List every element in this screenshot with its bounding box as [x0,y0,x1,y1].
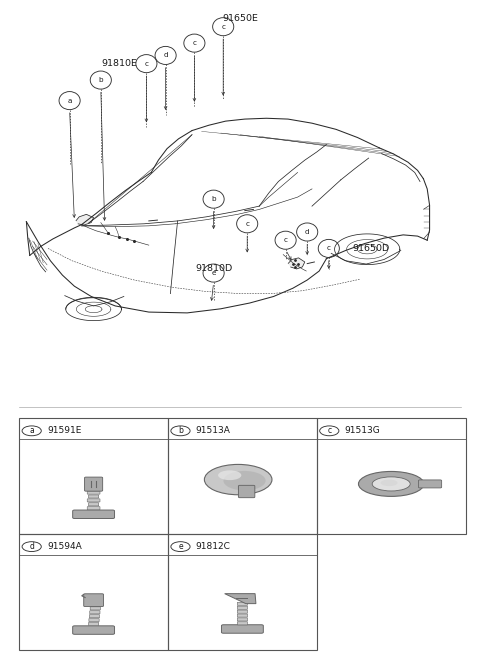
FancyBboxPatch shape [87,491,100,494]
Text: 91810D: 91810D [195,265,232,273]
Ellipse shape [223,471,265,490]
FancyBboxPatch shape [419,480,442,488]
FancyBboxPatch shape [90,611,100,614]
Ellipse shape [372,477,410,491]
Text: c: c [144,60,148,66]
FancyBboxPatch shape [84,477,103,491]
FancyBboxPatch shape [221,625,264,633]
FancyBboxPatch shape [88,487,99,490]
FancyBboxPatch shape [88,503,99,506]
FancyBboxPatch shape [237,618,248,621]
Text: c: c [327,246,331,252]
Text: 91812C: 91812C [196,542,231,551]
FancyBboxPatch shape [91,603,101,606]
Text: b: b [178,426,183,436]
Text: c: c [192,40,196,46]
FancyBboxPatch shape [237,614,248,617]
Polygon shape [76,214,94,225]
FancyBboxPatch shape [87,484,100,486]
Ellipse shape [218,470,241,480]
Text: 91513G: 91513G [345,426,380,436]
Ellipse shape [359,472,424,497]
FancyBboxPatch shape [239,486,255,497]
Text: a: a [29,426,34,436]
FancyBboxPatch shape [89,615,99,618]
Bar [317,418,466,533]
FancyBboxPatch shape [88,495,99,498]
FancyBboxPatch shape [87,499,100,502]
Text: 91594A: 91594A [47,542,82,551]
Text: 91513A: 91513A [196,426,231,436]
Text: 91650D: 91650D [353,244,390,253]
Text: 91650E: 91650E [222,14,258,23]
FancyBboxPatch shape [237,610,248,613]
Text: d: d [163,53,168,58]
FancyBboxPatch shape [84,594,104,606]
Text: 91810E: 91810E [101,59,137,68]
FancyBboxPatch shape [89,618,99,622]
Text: c: c [245,221,249,227]
Bar [19,533,168,650]
Ellipse shape [204,464,272,495]
FancyBboxPatch shape [91,599,101,602]
Text: d: d [29,542,34,551]
Text: e: e [178,542,183,551]
Text: e: e [211,270,216,276]
Bar [168,533,317,650]
Text: b: b [98,77,103,83]
FancyBboxPatch shape [237,606,248,609]
Ellipse shape [381,480,397,486]
Text: c: c [284,237,288,243]
Polygon shape [288,258,305,269]
FancyBboxPatch shape [237,602,248,605]
Polygon shape [225,594,256,604]
FancyBboxPatch shape [237,622,248,625]
Text: c: c [221,24,225,30]
Text: c: c [327,426,331,436]
Bar [168,418,317,533]
FancyBboxPatch shape [90,607,100,610]
FancyBboxPatch shape [72,510,115,518]
Text: a: a [67,98,72,104]
FancyBboxPatch shape [88,622,99,625]
Text: d: d [305,229,310,235]
Text: 91591E: 91591E [47,426,82,436]
Bar [19,418,168,533]
FancyBboxPatch shape [72,626,115,634]
Text: b: b [211,196,216,202]
FancyBboxPatch shape [87,507,100,510]
